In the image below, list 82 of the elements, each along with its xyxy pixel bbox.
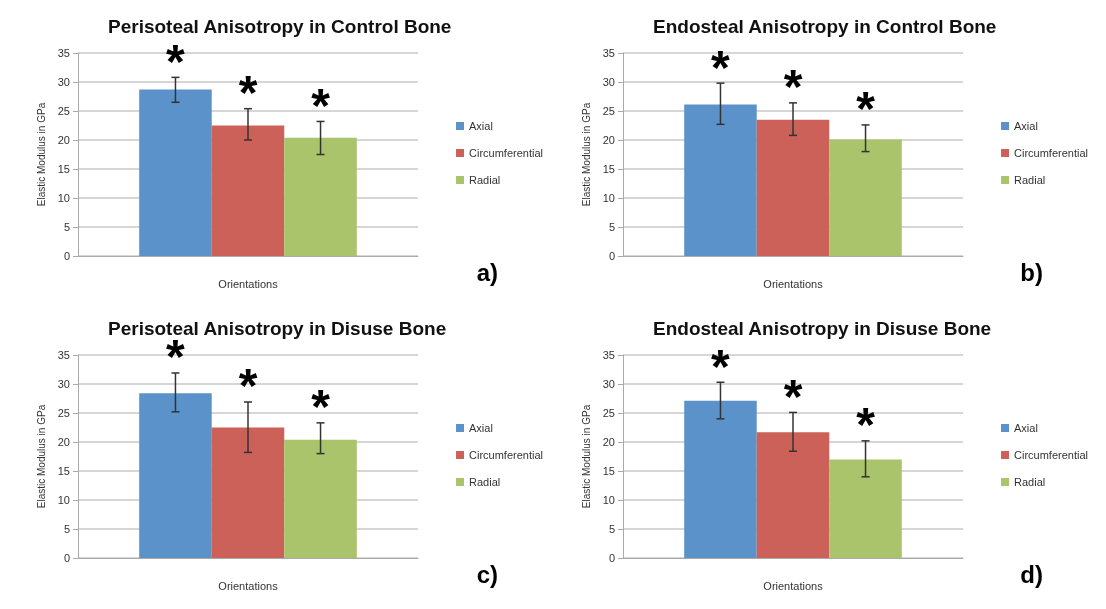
y-tick-label: 25: [602, 105, 615, 117]
text: a): [476, 258, 498, 286]
y-tick-label: 20: [57, 134, 70, 146]
y-tick-label: 30: [57, 378, 70, 390]
bar: [829, 459, 902, 558]
y-tick-label: 5: [63, 221, 70, 233]
y-tick-label: 35: [602, 349, 615, 361]
y-tick-label: 10: [602, 192, 615, 204]
y-tick-label: 25: [57, 105, 70, 117]
data-label: *: [311, 78, 331, 132]
x-axis-title: Orientations: [218, 579, 279, 592]
bar: [139, 393, 212, 558]
bar: [829, 139, 902, 256]
y-tick-label: 35: [57, 47, 70, 59]
y-tick-label: 20: [57, 436, 70, 448]
y-tick-label: 20: [602, 134, 615, 146]
bar: [211, 427, 285, 558]
data-label: *: [711, 40, 731, 94]
legend-label: Circumferential: [469, 449, 543, 461]
x-axis-title: Orientations: [218, 277, 279, 290]
data-label: *: [711, 339, 731, 393]
y-tick-label: 5: [608, 221, 615, 233]
y-tick-label: 0: [63, 250, 70, 262]
y-tick-label: 0: [608, 250, 615, 262]
text: c): [476, 560, 498, 588]
data-label: *: [166, 34, 186, 88]
text: d): [1020, 560, 1043, 588]
chart-title: Endosteal Anisotropy in Disuse Bone: [653, 318, 992, 339]
x-axis-title: Orientations: [763, 579, 824, 592]
y-tick-label: 30: [57, 76, 70, 88]
text: b): [1020, 258, 1043, 286]
y-axis-title: Elastic Modulus in GPa: [580, 404, 592, 509]
y-tick-label: 35: [602, 47, 615, 59]
bar: [284, 439, 357, 558]
y-tick-label: 15: [602, 163, 615, 175]
legend-label: Axial: [469, 422, 493, 434]
y-tick-label: 0: [608, 552, 615, 564]
bar: [684, 104, 757, 256]
y-axis-title: Elastic Modulus in GPa: [580, 102, 592, 207]
y-tick-label: 5: [608, 523, 615, 535]
y-axis-title: Elastic Modulus in GPa: [35, 404, 47, 509]
y-tick-label: 5: [63, 523, 70, 535]
legend-label: Radial: [469, 476, 501, 488]
y-tick-label: 15: [602, 465, 615, 477]
legend-label: Radial: [1014, 174, 1046, 186]
y-tick-label: 15: [57, 465, 70, 477]
data-label: *: [783, 60, 803, 114]
y-axis-title: Elastic Modulus in GPa: [35, 102, 47, 207]
bar: [139, 89, 212, 256]
bar: [756, 432, 830, 558]
y-tick-label: 10: [57, 494, 70, 506]
data-label: *: [783, 369, 803, 423]
x-axis-title: Orientations: [763, 277, 824, 290]
legend-label: Axial: [1014, 120, 1038, 132]
y-tick-label: 30: [602, 76, 615, 88]
legend-label: Axial: [469, 120, 493, 132]
chart-title: Perisoteal Anisotropy in Control Bone: [108, 16, 452, 37]
data-label: *: [311, 380, 331, 434]
y-tick-label: 20: [602, 436, 615, 448]
legend-label: Radial: [469, 174, 501, 186]
y-tick-label: 30: [602, 378, 615, 390]
legend-label: Axial: [1014, 422, 1038, 434]
legend-label: Circumferential: [1014, 147, 1088, 159]
y-tick-label: 25: [57, 407, 70, 419]
y-tick-label: 10: [602, 494, 615, 506]
bar: [684, 400, 757, 558]
data-label: *: [856, 398, 876, 452]
chart-title: Endosteal Anisotropy in Control Bone: [653, 16, 997, 37]
legend-label: Radial: [1014, 476, 1046, 488]
y-tick-label: 35: [57, 349, 70, 361]
legend-label: Circumferential: [469, 147, 543, 159]
data-label: *: [238, 359, 258, 413]
bar: [756, 119, 830, 256]
y-tick-label: 10: [57, 192, 70, 204]
bar: [284, 137, 357, 256]
y-tick-label: 0: [63, 552, 70, 564]
bar: [211, 125, 285, 256]
y-tick-label: 25: [602, 407, 615, 419]
data-label: *: [238, 66, 258, 120]
data-label: *: [856, 82, 876, 136]
y-tick-label: 15: [57, 163, 70, 175]
legend-label: Circumferential: [1014, 449, 1088, 461]
